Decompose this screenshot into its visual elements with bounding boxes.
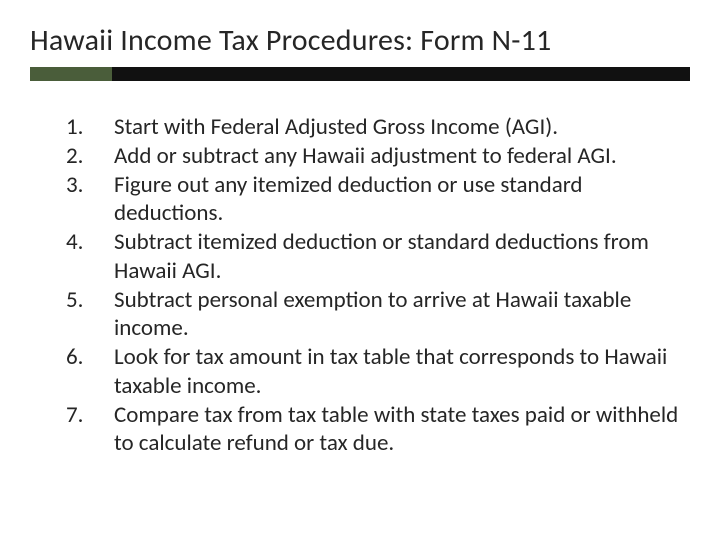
list-item: 6. Look for tax amount in tax table that… [66, 343, 690, 401]
title-block: Hawaii Income Tax Procedures: Form N-11 [30, 22, 690, 81]
procedure-list: 1. Start with Federal Adjusted Gross Inc… [30, 113, 690, 458]
bar-accent [30, 67, 112, 81]
list-number: 6. [66, 343, 114, 372]
list-text: Look for tax amount in tax table that co… [114, 343, 690, 401]
bar-main [112, 67, 690, 81]
list-item: 2. Add or subtract any Hawaii adjustment… [66, 142, 690, 171]
list-item: 5. Subtract personal exemption to arrive… [66, 286, 690, 344]
list-item: 3. Figure out any itemized deduction or … [66, 171, 690, 229]
list-number: 5. [66, 286, 114, 315]
list-item: 7. Compare tax from tax table with state… [66, 401, 690, 459]
list-number: 3. [66, 171, 114, 200]
page-title: Hawaii Income Tax Procedures: Form N-11 [30, 22, 690, 59]
list-number: 1. [66, 113, 114, 142]
list-text: Figure out any itemized deduction or use… [114, 171, 690, 229]
list-number: 7. [66, 401, 114, 430]
list-text: Subtract personal exemption to arrive at… [114, 286, 690, 344]
list-number: 2. [66, 142, 114, 171]
list-item: 4. Subtract itemized deduction or standa… [66, 228, 690, 286]
list-number: 4. [66, 228, 114, 257]
slide: Hawaii Income Tax Procedures: Form N-11 … [0, 0, 720, 540]
list-text: Start with Federal Adjusted Gross Income… [114, 113, 690, 142]
title-underline-bar [30, 67, 690, 81]
list-text: Add or subtract any Hawaii adjustment to… [114, 142, 690, 171]
list-text: Subtract itemized deduction or standard … [114, 228, 690, 286]
list-text: Compare tax from tax table with state ta… [114, 401, 690, 459]
list-item: 1. Start with Federal Adjusted Gross Inc… [66, 113, 690, 142]
